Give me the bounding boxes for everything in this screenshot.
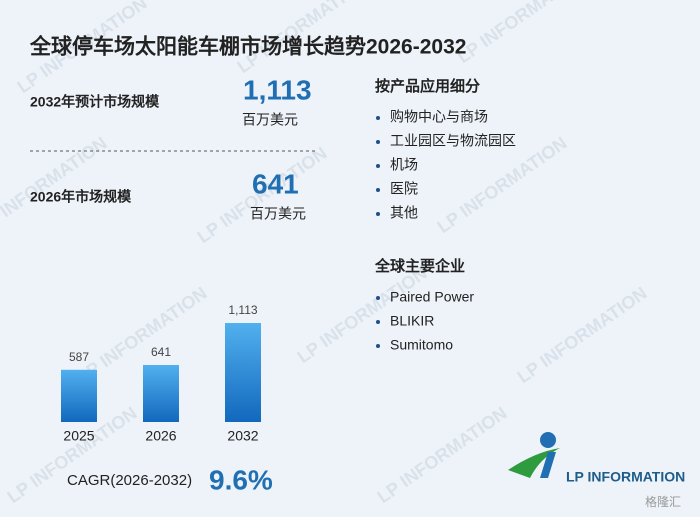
bar-value-label: 587 <box>69 350 89 364</box>
bar <box>61 369 97 422</box>
title: 全球停车场太阳能车棚市场增长趋势2026-2032 <box>29 35 466 59</box>
list-item: 医院 <box>390 181 418 197</box>
bullet <box>376 116 380 120</box>
logo-text: LP INFORMATION <box>566 469 685 485</box>
bullet <box>376 164 380 168</box>
bullet <box>376 140 380 144</box>
bar-value-label: 641 <box>151 345 171 359</box>
bullet <box>376 212 380 216</box>
list-item: Paired Power <box>390 289 474 305</box>
cagr-value: 9.6% <box>209 464 273 495</box>
logo-icon <box>508 432 560 478</box>
bar-value-label: 1,113 <box>228 303 257 317</box>
list-item: BLIKIR <box>390 313 434 329</box>
list-item: 机场 <box>390 157 418 173</box>
market-2032-value: 1,113 <box>243 74 312 105</box>
market-2026-value: 641 <box>252 168 299 199</box>
segments-title: 按产品应用细分 <box>375 77 480 95</box>
companies-title: 全球主要企业 <box>374 257 465 275</box>
source-mark: 格隆汇 <box>645 494 681 509</box>
x-tick-label: 2026 <box>145 428 176 444</box>
market-2026-unit: 百万美元 <box>250 206 306 222</box>
list-item: 工业园区与物流园区 <box>390 133 516 149</box>
bar <box>143 364 179 422</box>
cagr-label: CAGR(2026-2032) <box>67 472 192 489</box>
market-2032-unit: 百万美元 <box>242 112 298 128</box>
bullet <box>376 296 380 300</box>
market-2026-label: 2026年市场规模 <box>30 189 132 205</box>
bullet <box>376 344 380 348</box>
market-2032-label: 2032年预计市场规模 <box>30 94 160 110</box>
bullet <box>376 188 380 192</box>
x-tick-label: 2025 <box>63 428 94 444</box>
bar <box>225 323 261 422</box>
list-item: Sumitomo <box>390 337 453 353</box>
bullet <box>376 320 380 324</box>
list-item: 其他 <box>390 205 418 221</box>
x-tick-label: 2032 <box>227 428 258 444</box>
list-item: 购物中心与商场 <box>390 109 488 125</box>
